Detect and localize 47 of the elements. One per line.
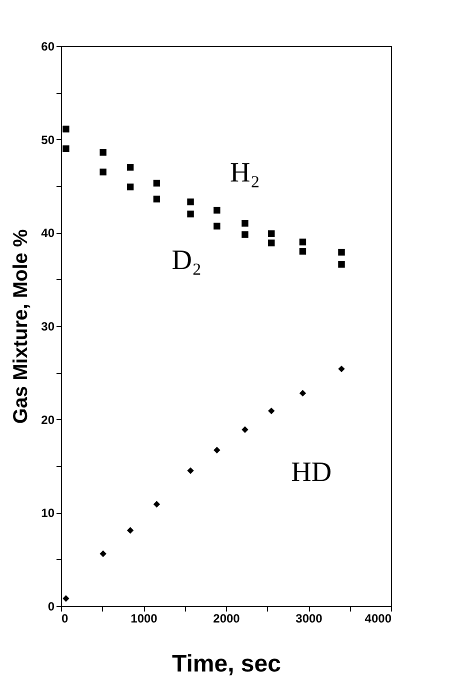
point xyxy=(299,248,306,255)
y-tick-label: 60 xyxy=(41,40,55,54)
point xyxy=(100,550,106,558)
x-axis-title: Time, sec xyxy=(172,650,281,677)
point xyxy=(242,220,248,227)
y-tick-label: 50 xyxy=(41,132,55,147)
point xyxy=(187,198,194,206)
y-tick-label: 0 xyxy=(48,600,55,614)
point xyxy=(242,231,248,238)
point xyxy=(100,149,106,156)
point xyxy=(153,500,160,508)
point xyxy=(268,240,275,246)
x-tick-label: 2000 xyxy=(213,612,240,626)
point xyxy=(338,248,345,256)
y-tick-label: 10 xyxy=(41,506,55,520)
point xyxy=(187,210,194,218)
point xyxy=(126,527,134,534)
x-tick-label: 0 xyxy=(62,612,68,626)
point xyxy=(126,184,134,190)
point xyxy=(62,595,70,602)
y-tick-label: 20 xyxy=(41,412,55,427)
x-tick-label: 4000 xyxy=(364,612,392,626)
series-label: H₂ xyxy=(230,157,260,188)
point xyxy=(338,261,345,268)
point xyxy=(242,426,248,433)
point xyxy=(214,446,220,454)
point xyxy=(153,180,160,187)
x-tick-label: 3000 xyxy=(296,612,323,626)
y-tick-label: 30 xyxy=(41,320,55,334)
point xyxy=(214,222,220,230)
point xyxy=(268,230,275,237)
series-label: D₂ xyxy=(172,245,202,276)
point xyxy=(153,196,160,202)
point xyxy=(338,366,345,372)
point xyxy=(62,145,70,152)
x-tick-label: 1000 xyxy=(130,612,158,626)
point xyxy=(299,238,306,246)
point xyxy=(187,467,194,474)
point xyxy=(126,164,134,171)
point xyxy=(268,408,275,414)
y-axis-title: Gas Mixture, Mole % xyxy=(10,229,32,424)
y-tick-label: 40 xyxy=(41,226,55,240)
point xyxy=(299,390,306,397)
point xyxy=(100,168,106,176)
series-label: HD xyxy=(291,456,332,488)
point xyxy=(214,206,220,214)
point xyxy=(62,126,70,132)
